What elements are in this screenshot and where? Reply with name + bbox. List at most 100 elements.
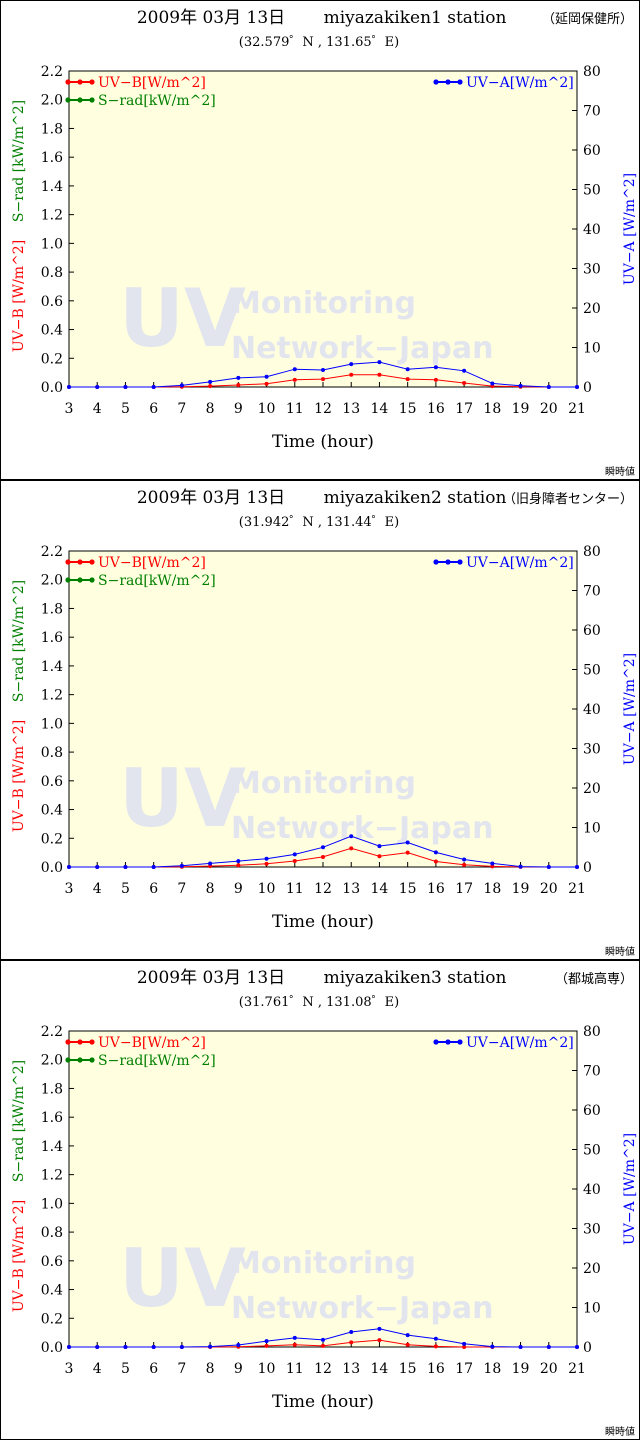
- x-tick-label: 21: [568, 881, 586, 897]
- right-tick-label: 60: [583, 623, 601, 639]
- data-point-uvb: [292, 1342, 297, 1347]
- plot-area: [68, 1030, 578, 1348]
- x-tick-label: 5: [121, 1361, 130, 1377]
- y-axis-label-uva: UV−A [W/m^2]: [622, 653, 638, 765]
- right-tick-label: 70: [583, 584, 601, 600]
- data-point-uva: [208, 1344, 213, 1349]
- title-date: 2009年 03月 13日: [137, 8, 285, 28]
- x-tick-label: 20: [540, 881, 558, 897]
- x-tick-label: 11: [286, 401, 304, 417]
- legend-srad-label: S−rad[kW/m^2]: [98, 93, 216, 109]
- data-point-uvb: [349, 1340, 354, 1345]
- title-place: （都城高専）: [555, 971, 633, 987]
- left-tick-label: 1.4: [41, 659, 63, 675]
- data-point-uva: [490, 381, 495, 386]
- x-tick-label: 7: [177, 1361, 186, 1377]
- data-point-uva: [546, 865, 551, 869]
- x-tick-label: 13: [342, 1361, 360, 1377]
- data-point-uvb: [462, 1345, 467, 1349]
- data-point-uva: [208, 861, 213, 866]
- title-station: miyazakiken3 station: [324, 968, 507, 988]
- data-point-uvb: [292, 377, 297, 382]
- y-axis-label-uva: UV−A [W/m^2]: [622, 1133, 638, 1245]
- y-axis-label-uvb: UV−B [W/m^2]: [11, 240, 27, 352]
- x-tick-label: 14: [371, 881, 389, 897]
- data-point-uvb: [462, 380, 467, 385]
- data-point-uva: [546, 385, 551, 389]
- x-tick-label: 21: [568, 401, 586, 417]
- left-tick-label: 1.6: [41, 150, 63, 166]
- data-point-uva: [349, 362, 354, 367]
- right-tick-label: 60: [583, 1103, 601, 1119]
- data-point-uvb: [236, 382, 241, 387]
- legend-uvb-label: UV−B[W/m^2]: [98, 555, 206, 571]
- x-tick-label: 3: [65, 401, 74, 417]
- left-tick-label: 0.6: [41, 774, 63, 790]
- legend-uva-marker: [433, 1039, 439, 1045]
- right-tick-label: 40: [583, 702, 601, 718]
- data-point-uva: [349, 834, 354, 839]
- title-place: （延岡保健所）: [542, 12, 633, 27]
- x-tick-label: 4: [93, 1361, 102, 1377]
- x-tick-label: 6: [149, 881, 158, 897]
- right-tick-label: 80: [583, 544, 601, 560]
- watermark-uv: UV: [119, 752, 246, 845]
- watermark-monitoring: Monitoring: [231, 766, 416, 801]
- data-point-uva: [349, 1329, 354, 1334]
- right-tick-label: 10: [583, 1301, 601, 1317]
- data-point-uvb: [377, 854, 382, 859]
- data-point-uva: [546, 1345, 551, 1349]
- data-point-uva: [123, 385, 128, 389]
- x-tick-label: 17: [455, 881, 473, 897]
- left-tick-label: 2.2: [41, 544, 63, 560]
- left-tick-label: 0.8: [41, 265, 63, 281]
- legend-uva-marker: [457, 559, 463, 565]
- left-tick-label: 0.8: [41, 1225, 63, 1241]
- data-point-uva: [433, 365, 438, 370]
- title-date: 2009年 03月 13日: [137, 488, 285, 508]
- left-tick-label: 0.6: [41, 294, 63, 310]
- chart-svg-1: 2009年 03月 13日 miyazakiken1 station （延岡保健所）…: [11, 8, 638, 478]
- data-point-uvb: [433, 859, 438, 864]
- legend-uva-marker: [445, 559, 451, 565]
- data-point-uvb: [405, 377, 410, 382]
- x-tick-label: 18: [483, 401, 501, 417]
- left-tick-label: 1.8: [41, 121, 63, 137]
- legend-srad-marker: [89, 97, 95, 103]
- y-axis-label-uva: UV−A [W/m^2]: [622, 173, 638, 285]
- x-tick-label: 8: [206, 881, 215, 897]
- chart-svg-3: 2009年 03月 13日 miyazakiken3 station （都城高専） (…: [11, 968, 638, 1438]
- x-axis-label: Time (hour): [272, 1392, 374, 1412]
- right-tick-label: 80: [583, 64, 601, 80]
- legend-uvb-marker: [77, 1039, 83, 1045]
- right-tick-label: 40: [583, 222, 601, 238]
- data-point-uva: [95, 865, 100, 869]
- data-point-uva: [179, 1345, 184, 1349]
- left-tick-label: 0.2: [41, 831, 63, 847]
- x-tick-label: 15: [399, 881, 417, 897]
- data-point-uva: [575, 865, 579, 869]
- watermark-uv: UV: [119, 1232, 246, 1325]
- left-tick-label: 1.2: [41, 208, 63, 224]
- right-tick-label: 50: [583, 663, 601, 679]
- data-point-uvb: [490, 864, 495, 869]
- data-point-uva: [405, 367, 410, 372]
- data-point-uva: [575, 1345, 579, 1349]
- data-point-uva: [321, 368, 325, 373]
- legend-uva-label: UV−A[W/m^2]: [466, 75, 574, 91]
- legend-uva-marker: [445, 1039, 451, 1045]
- left-tick-label: 1.8: [41, 1081, 63, 1097]
- data-point-uva: [123, 1345, 128, 1349]
- watermark-network: Network−Japan: [231, 331, 494, 366]
- left-tick-label: 1.0: [41, 236, 63, 252]
- title-place: （旧身障者センター）: [503, 491, 633, 507]
- left-tick-label: 2.0: [41, 93, 63, 109]
- x-tick-label: 7: [177, 401, 186, 417]
- legend-uva-marker: [457, 1039, 463, 1045]
- legend-uvb-marker: [77, 559, 83, 565]
- title-station: miyazakiken2 station: [324, 488, 507, 508]
- data-point-uva: [208, 379, 213, 384]
- data-point-uvb: [264, 381, 269, 386]
- x-tick-label: 3: [65, 881, 74, 897]
- x-tick-label: 17: [455, 401, 473, 417]
